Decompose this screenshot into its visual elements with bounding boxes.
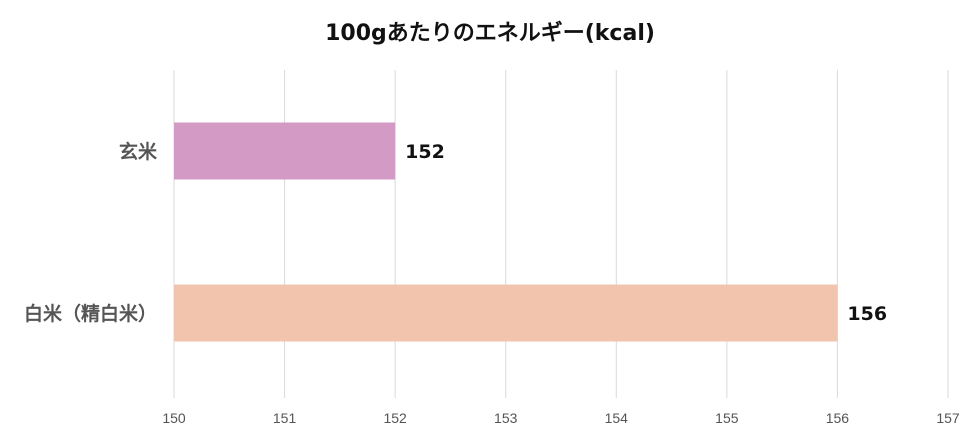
bar bbox=[174, 284, 838, 342]
bars bbox=[174, 122, 838, 342]
x-tick-label: 152 bbox=[383, 410, 407, 426]
category-label: 玄米 bbox=[119, 140, 158, 163]
value-labels: 152 156 bbox=[405, 141, 887, 325]
bar bbox=[174, 122, 396, 180]
x-tick-label: 155 bbox=[715, 410, 739, 426]
x-tick-label: 156 bbox=[826, 410, 850, 426]
x-tick-label: 157 bbox=[936, 410, 960, 426]
x-tick-label: 153 bbox=[494, 410, 518, 426]
gridlines bbox=[173, 70, 949, 398]
x-tick-label: 154 bbox=[605, 410, 629, 426]
chart-title: 100gあたりのエネルギー(kcal) bbox=[325, 21, 655, 46]
x-tick-label: 151 bbox=[273, 410, 297, 426]
category-label: 白米（精白米） bbox=[24, 302, 157, 325]
x-axis-ticks: 150 151 152 153 154 155 156 157 bbox=[162, 410, 960, 426]
x-tick-label: 150 bbox=[162, 410, 186, 426]
value-label: 152 bbox=[405, 141, 445, 163]
value-label: 156 bbox=[847, 303, 887, 325]
